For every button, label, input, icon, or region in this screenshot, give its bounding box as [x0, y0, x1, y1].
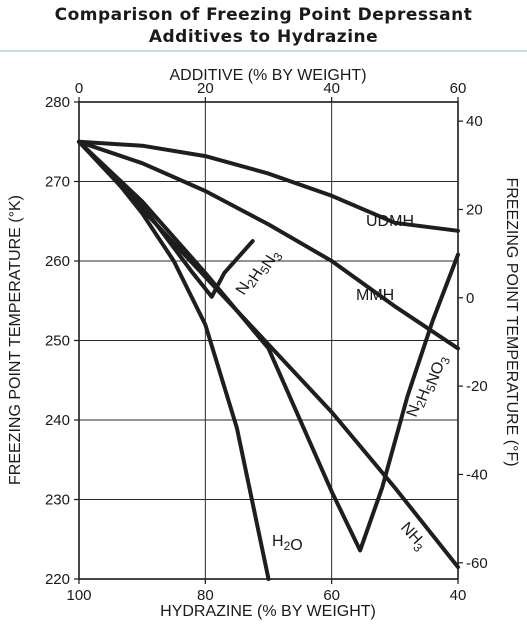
left-tick-label: 250: [45, 333, 70, 350]
left-tick-label: 230: [45, 492, 70, 509]
top-tick-label: 60: [450, 80, 467, 97]
curve-label-udmh: UDMH: [366, 213, 414, 230]
bottom-tick-label: 60: [323, 587, 340, 604]
right-axis-label: FREEZING POINT TEMPERATURE (°F): [503, 177, 520, 466]
left-tick-label: 220: [45, 571, 70, 588]
top-tick-label: 0: [75, 80, 83, 97]
right-tick-label: 0: [466, 290, 474, 307]
bottom-tick-label: 100: [66, 587, 91, 604]
bottom-axis-label: HYDRAZINE (% BY WEIGHT): [160, 603, 376, 620]
left-axis-label: FREEZING POINT TEMPERATURE (°K): [7, 195, 24, 485]
left-tick-label: 280: [45, 94, 70, 111]
curve-label-mmh: MMH: [356, 287, 394, 304]
right-tick-label: 40: [466, 113, 483, 130]
right-tick-label: 20: [466, 201, 483, 218]
right-tick-label: -20: [466, 378, 488, 395]
left-tick-label: 240: [45, 412, 70, 429]
right-tick-label: -40: [466, 466, 488, 483]
top-axis-label: ADDITIVE (% BY WEIGHT): [169, 67, 366, 84]
right-tick-label: -60: [466, 555, 488, 572]
left-tick-label: 270: [45, 174, 70, 191]
bottom-tick-label: 80: [197, 587, 214, 604]
left-tick-label: 260: [45, 253, 70, 270]
bottom-tick-label: 40: [450, 587, 467, 604]
